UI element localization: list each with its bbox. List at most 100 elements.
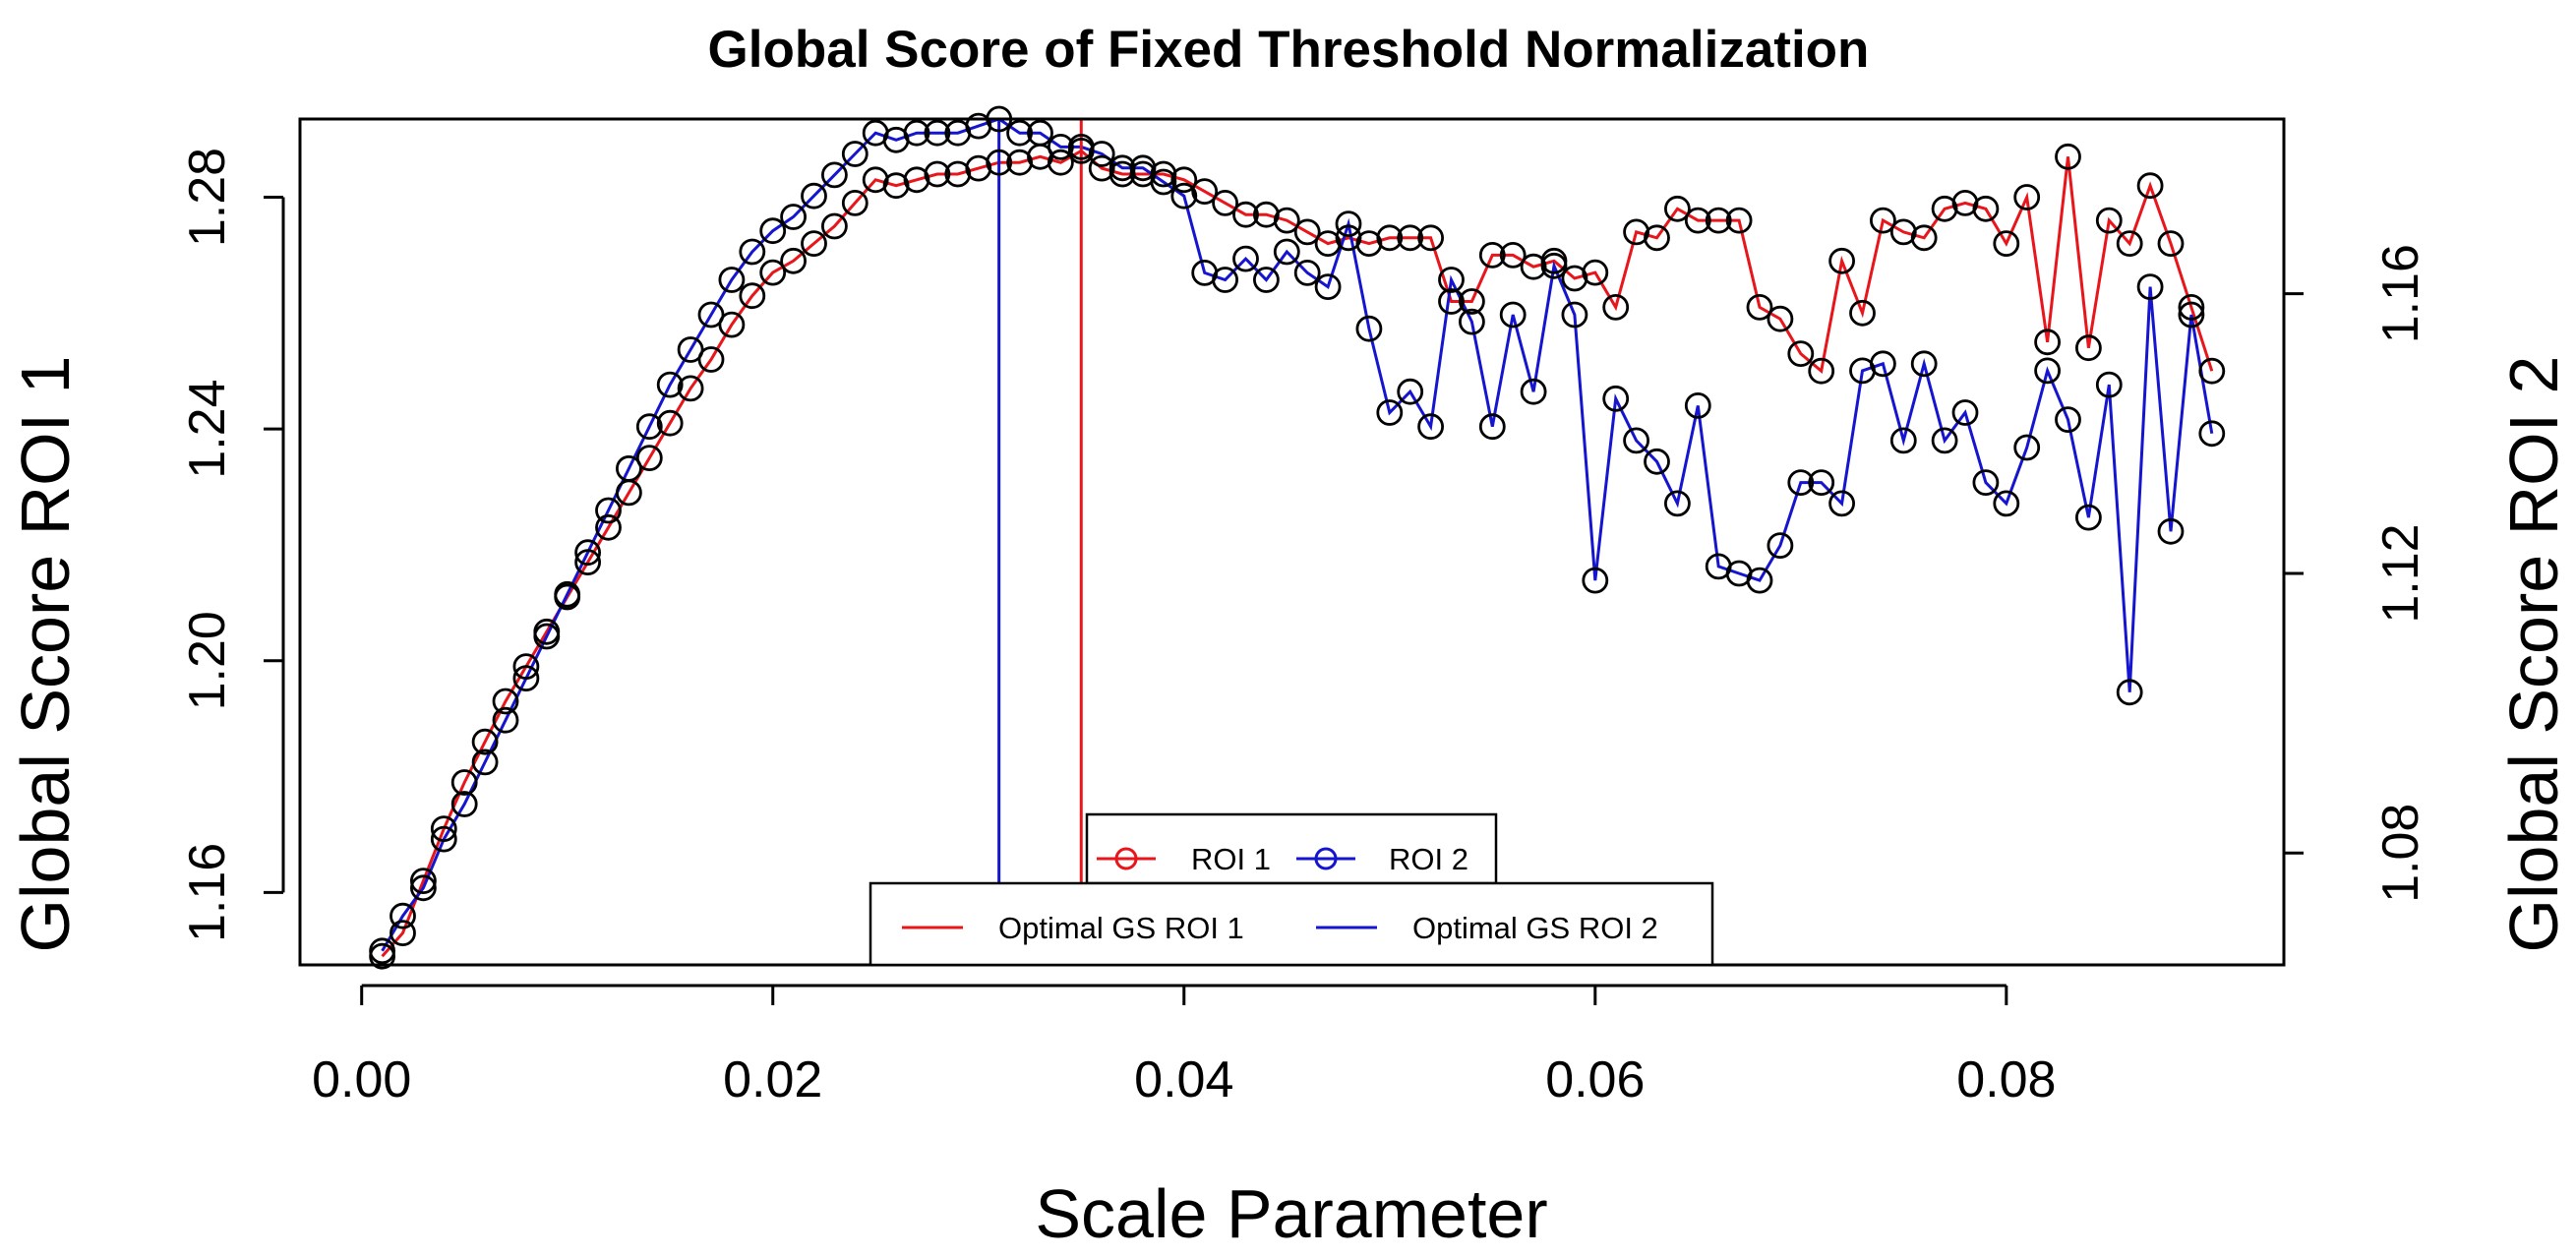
point-roi2 [2116, 679, 2143, 706]
y-axis-title-right: Global Score ROI 2 [2495, 356, 2572, 953]
point-roi2 [1993, 490, 2020, 517]
y-tick-label-right: 1.12 [2372, 523, 2429, 623]
point-roi1 [1870, 207, 1896, 234]
point-roi2 [1438, 267, 1465, 293]
axes: 0.00 0.02 0.04 0.06 0.08 1.16 1.20 1.24 1.28 1.08… [179, 148, 2429, 1108]
point-roi1 [1808, 357, 1835, 385]
point-roi1 [1787, 340, 1815, 368]
legend-optimal-box [869, 881, 1714, 967]
point-roi1 [430, 815, 457, 842]
point-roi2 [1623, 427, 1649, 454]
point-roi2 [533, 623, 561, 650]
point-roi2 [389, 902, 416, 929]
point-roi1 [471, 728, 499, 755]
point-roi2 [1664, 490, 1691, 517]
point-roi2 [1314, 273, 1342, 301]
point-roi1 [1417, 224, 1444, 252]
point-roi2 [718, 267, 746, 293]
point-roi1 [2116, 230, 2143, 258]
x-tick-label: 0.06 [1545, 1051, 1645, 1108]
point-roi2 [574, 539, 601, 567]
point-roi2 [924, 119, 951, 147]
point-roi2 [1006, 119, 1033, 147]
chart-title: Global Score of Fixed Threshold Normaliz… [708, 21, 1870, 79]
point-roi2 [2055, 406, 2081, 434]
point-roi2 [450, 791, 478, 817]
point-roi2 [2074, 504, 2102, 531]
point-roi2 [903, 119, 930, 147]
point-roi1 [2055, 143, 2081, 170]
point-roi2 [595, 497, 622, 524]
point-roi2 [1459, 308, 1485, 335]
point-roi1 [1910, 224, 1938, 252]
point-roi1 [759, 259, 787, 286]
x-tick-label: 0.08 [1956, 1051, 2056, 1108]
y-tick-label-left: 1.28 [179, 148, 236, 247]
point-roi2 [1561, 301, 1588, 329]
point-roi1 [841, 189, 869, 216]
point-roi2 [2198, 420, 2226, 448]
point-roi2 [1129, 154, 1157, 182]
point-roi2 [430, 825, 457, 853]
point-roi2 [1397, 378, 1424, 405]
point-roi2 [2013, 434, 2041, 461]
point-roi1 [2178, 293, 2205, 321]
point-roi2 [759, 217, 787, 245]
point-roi2 [780, 204, 807, 230]
y-tick-label-left: 1.24 [179, 379, 236, 478]
point-roi2 [1828, 490, 1855, 517]
y-tick-label-left: 1.16 [179, 843, 236, 942]
point-roi2 [739, 238, 766, 266]
point-roi1 [1170, 166, 1198, 194]
point-roi1 [492, 688, 519, 715]
point-roi1 [986, 149, 1013, 176]
legend-series: ROI 1 ROI 2 [1085, 812, 1498, 885]
point-roi1 [801, 230, 827, 258]
point-roi2 [1027, 119, 1053, 147]
y-tick-label-right: 1.08 [2372, 804, 2429, 903]
point-roi1 [1767, 305, 1794, 332]
point-roi2 [1910, 350, 1938, 378]
x-axis-title: Scale Parameter [1035, 1175, 1547, 1252]
point-roi1 [1602, 293, 1630, 321]
point-roi1 [1644, 224, 1670, 252]
point-roi1 [780, 247, 807, 274]
legend-roi2-marker [1314, 847, 1338, 870]
point-roi2 [1808, 469, 1835, 497]
point-roi1 [1972, 195, 2000, 222]
legend-opt-roi1-label: Optimal GS ROI 1 [998, 911, 1244, 945]
point-roi1 [1191, 178, 1219, 206]
point-roi1 [739, 282, 766, 310]
point-roi2 [1478, 413, 1506, 441]
point-roi2 [1212, 267, 1238, 293]
point-roi1 [718, 311, 746, 338]
point-roi2 [554, 580, 581, 608]
point-roi1 [1293, 218, 1321, 246]
point-roi2 [512, 665, 540, 691]
point-roi1 [450, 769, 478, 796]
point-roi2 [1376, 399, 1404, 426]
x-tick-label: 0.00 [312, 1051, 411, 1108]
point-roi1 [1376, 224, 1404, 252]
y-axis-title-left: Global Score ROI 1 [7, 356, 84, 953]
y-tick-label-left: 1.20 [179, 611, 236, 710]
point-roi2 [1499, 301, 1527, 329]
point-roi2 [635, 413, 663, 441]
legend-optimal: Optimal GS ROI 1 Optimal GS ROI 2 [869, 881, 1714, 967]
point-roi1 [1582, 259, 1609, 286]
point-roi2 [1232, 245, 1259, 272]
point-roi1 [1459, 288, 1485, 315]
point-roi2 [1746, 567, 1773, 594]
point-roi1 [1746, 293, 1773, 321]
point-roi2 [616, 454, 642, 482]
point-roi1 [1828, 247, 1855, 274]
point-roi1 [1232, 201, 1259, 228]
point-roi1 [635, 445, 663, 472]
point-roi2 [821, 161, 848, 189]
legend-roi1-label: ROI 1 [1191, 842, 1271, 876]
point-roi1 [677, 375, 704, 402]
x-tick-label: 0.02 [723, 1051, 822, 1108]
point-roi1 [821, 212, 848, 240]
y-tick-label-right: 1.16 [2372, 244, 2429, 343]
point-roi2 [1088, 141, 1115, 167]
